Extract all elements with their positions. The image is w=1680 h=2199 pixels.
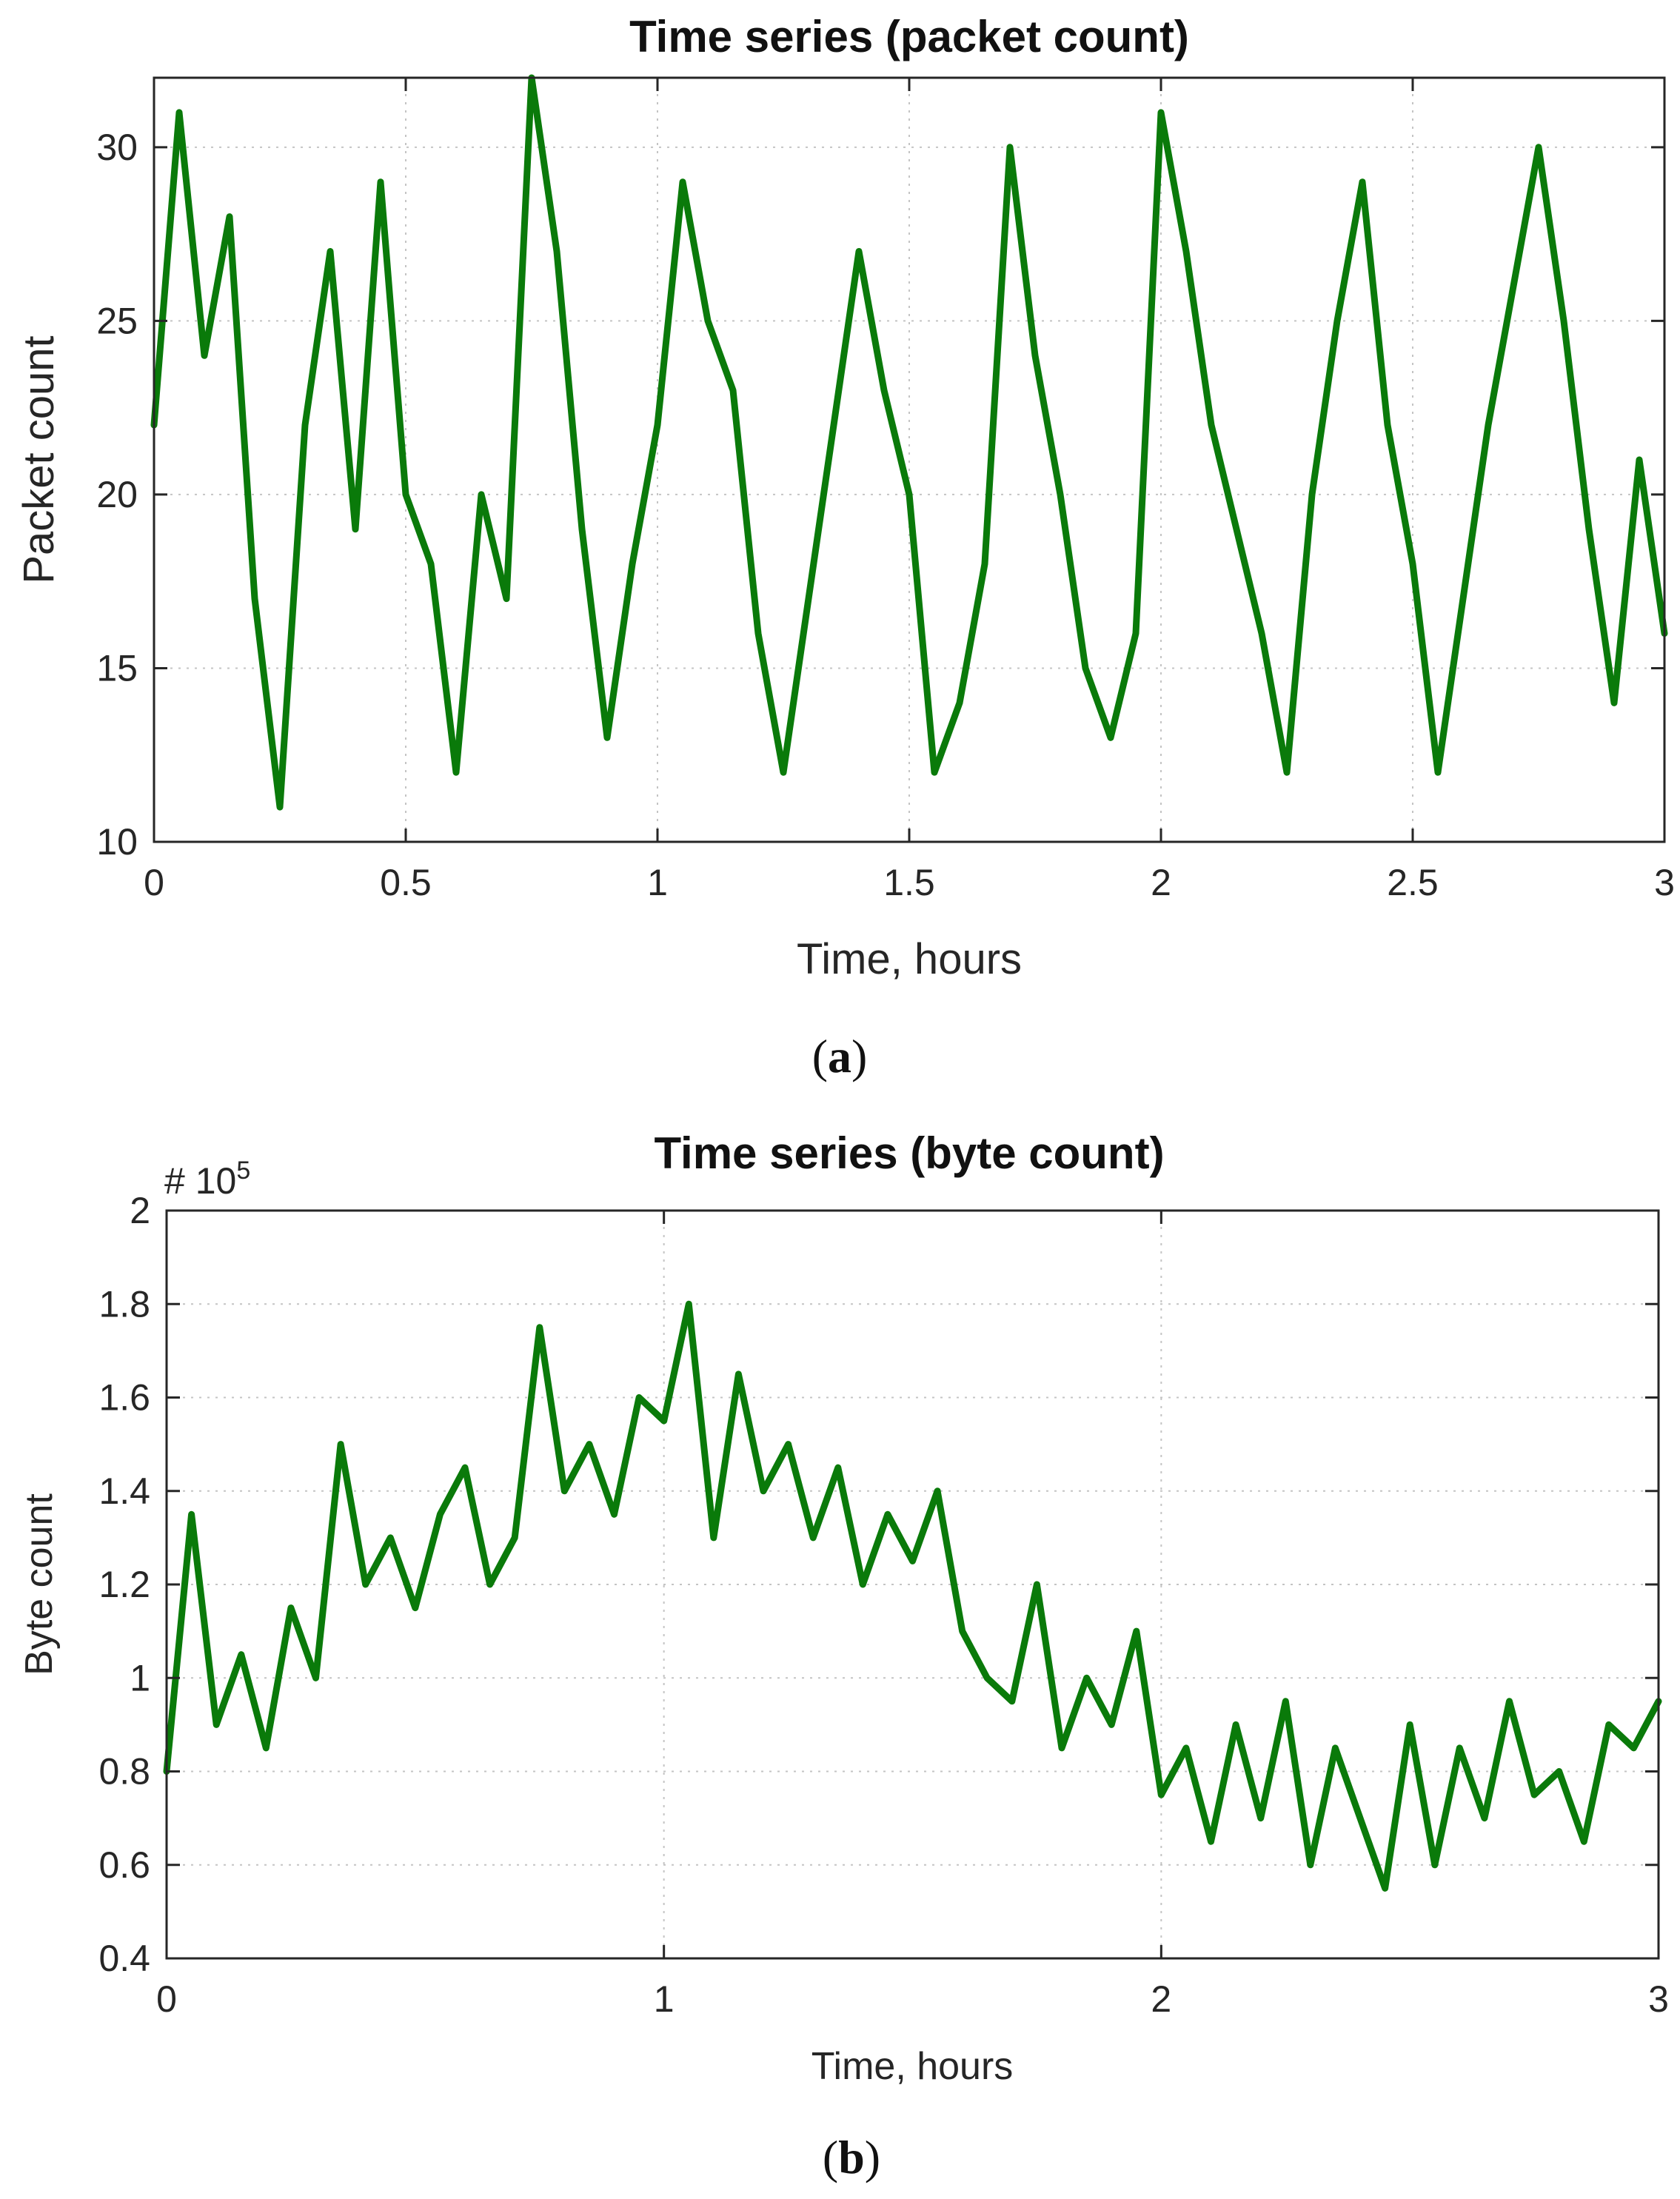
caption-a: (a) xyxy=(812,1030,868,1082)
x-axis-label: Time, hours xyxy=(811,2045,1014,2088)
x-tick-label: 2 xyxy=(1151,862,1171,903)
exponent-power: 5 xyxy=(236,1157,250,1185)
y-tick-label: 1.6 xyxy=(98,1377,150,1419)
series-line xyxy=(163,1300,1662,1892)
exponent-base: # 10 xyxy=(164,1160,236,1202)
caption-letter: b xyxy=(838,2131,865,2183)
x-tick-label: 2.5 xyxy=(1387,862,1439,903)
axis-ticks: 0 1 2 3 0.4 0.6 0.8 1 1.2 1.4 1.6 1.8 2 xyxy=(98,1190,1668,2020)
y-tick-label: 0.8 xyxy=(98,1751,150,1793)
y-tick-label: 25 xyxy=(96,300,138,341)
x-tick-label: 3 xyxy=(1654,862,1675,903)
x-tick-label: 0 xyxy=(144,862,164,903)
chart-title: Time series (packet count) xyxy=(629,12,1189,61)
x-tick-label: 3 xyxy=(1648,1978,1669,2020)
y-tick-label: 15 xyxy=(96,647,138,689)
x-tick-label: 1 xyxy=(654,1978,675,2020)
y-tick-label: 1 xyxy=(130,1657,150,1698)
y-tick-label: 10 xyxy=(96,821,138,863)
y-tick-label: 0.6 xyxy=(98,1844,150,1886)
chart-packet-count: Time series (packet count) 0 0.5 1 1.5 2 2.5 3… xyxy=(15,12,1675,1082)
chart-byte-count: Time series (byte count) # 105 0 1 2 3 0.4 0.… xyxy=(18,1128,1669,2183)
y-tick-label: 1.4 xyxy=(98,1470,150,1512)
x-tick-label: 0.5 xyxy=(380,862,432,903)
y-tick-label: 20 xyxy=(96,474,138,515)
grid xyxy=(154,78,1664,842)
y-tick-label: 2 xyxy=(130,1190,150,1231)
data-series xyxy=(150,74,1668,811)
x-tick-label: 2 xyxy=(1151,1978,1171,2020)
y-tick-label: 1.8 xyxy=(98,1283,150,1325)
y-axis-label: Packet count xyxy=(15,335,63,583)
axis-ticks: 0 0.5 1 1.5 2 2.5 3 10 15 20 25 30 xyxy=(96,78,1675,903)
chart-title: Time series (byte count) xyxy=(654,1128,1164,1178)
y-tick-label: 0.4 xyxy=(98,1938,150,1979)
y-axis-label: Byte count xyxy=(18,1493,61,1676)
x-axis-label: Time, hours xyxy=(797,935,1022,983)
data-series xyxy=(163,1300,1662,1892)
caption-letter: a xyxy=(828,1030,851,1082)
y-tick-label: 1.2 xyxy=(98,1564,150,1605)
y-exponent-label: # 105 xyxy=(164,1157,250,1202)
y-tick-label: 30 xyxy=(96,127,138,168)
series-line xyxy=(150,74,1668,811)
x-tick-label: 0 xyxy=(156,1978,177,2020)
caption-b: (b) xyxy=(823,2131,880,2183)
x-tick-label: 1.5 xyxy=(883,862,935,903)
x-tick-label: 1 xyxy=(647,862,668,903)
